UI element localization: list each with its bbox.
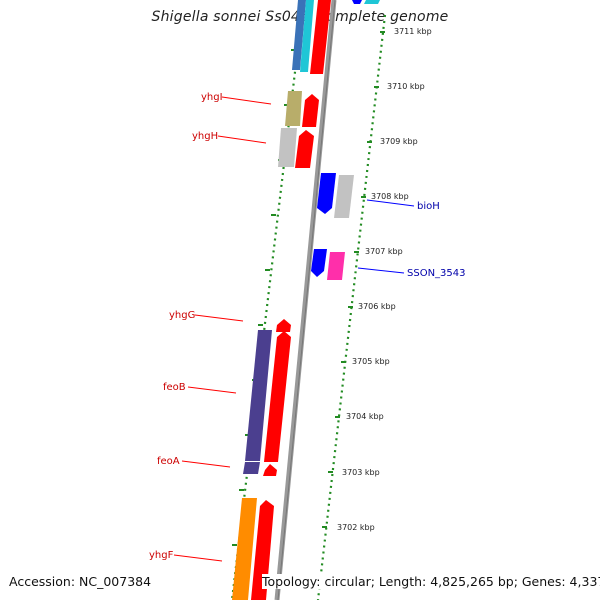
gene-yhgI-arrow	[302, 94, 319, 127]
kbp-label: 3706 kbp	[358, 302, 396, 311]
gene-feoB-arrow	[264, 331, 291, 462]
leader-lines	[173, 96, 415, 562]
gene-SSON-box	[327, 252, 345, 280]
kbp-label: 3710 kbp	[387, 82, 425, 91]
kbp-label: 3704 kbp	[346, 412, 384, 421]
leader-feoB	[187, 386, 237, 394]
kbp-label: 3708 kbp	[371, 192, 409, 201]
genome-backbone-shade	[277, 0, 336, 600]
label-feoB: feoB	[163, 382, 186, 393]
gene-yhgG-arrow	[276, 319, 291, 332]
leader-yhgG	[194, 314, 244, 322]
gene-feoA-arrow	[263, 464, 277, 476]
gene-yhgF-arrow	[251, 500, 274, 600]
genome-backbone	[274, 0, 337, 600]
kbp-label: 3703 kbp	[342, 468, 380, 477]
top-genes	[292, 0, 380, 74]
genome-summary-text: Topology: circular; Length: 4,825,265 bp…	[262, 574, 600, 589]
kbp-label: 3705 kbp	[352, 357, 390, 366]
label-yhgH: yhgH	[192, 131, 218, 142]
label-yhgF: yhgF	[149, 550, 174, 561]
label-feoA: feoA	[157, 456, 180, 467]
gene-yhgI-box	[285, 91, 302, 126]
gene-SSON-arrow	[311, 249, 327, 277]
leader-feoA	[181, 460, 231, 468]
kbp-label: 3707 kbp	[365, 247, 403, 256]
gene-orange-box	[232, 498, 257, 600]
leader-yhgH	[217, 135, 267, 144]
gene-labels: yhgI yhgH bioH SSON_3543 yhgG feoB feoA …	[149, 92, 466, 561]
gene-bioH-box	[334, 175, 354, 218]
leader-bioH	[366, 199, 415, 207]
leader-yhgI	[221, 96, 272, 105]
label-yhgI: yhgI	[201, 92, 223, 103]
leader-SSON	[357, 267, 405, 274]
gene-bioH-arrow	[317, 173, 336, 214]
gene-top-blue	[292, 0, 306, 70]
kbp-scale: 3711 kbp 3710 kbp 3709 kbp 3708 kbp 3707…	[337, 27, 432, 532]
gene-top-cyan2	[364, 0, 380, 4]
leader-yhgF	[173, 554, 223, 562]
kbp-label: 3709 kbp	[380, 137, 418, 146]
label-yhgG: yhgG	[169, 310, 195, 321]
right-ticks	[322, 31, 385, 528]
accession-text: Accession: NC_007384	[9, 574, 152, 589]
gene-yhgH-arrow	[295, 130, 314, 168]
kbp-label: 3711 kbp	[394, 27, 432, 36]
gene-top-red	[310, 0, 331, 74]
label-bioH: bioH	[417, 201, 440, 212]
gene-top-blue2	[352, 0, 362, 4]
gene-yhgH-box	[278, 128, 297, 167]
gene-top-cyan	[300, 0, 314, 72]
label-SSON_3543: SSON_3543	[407, 268, 466, 279]
kbp-label: 3702 kbp	[337, 523, 375, 532]
gene-feoA-box	[243, 462, 260, 474]
gene-feoB-box	[245, 330, 272, 461]
